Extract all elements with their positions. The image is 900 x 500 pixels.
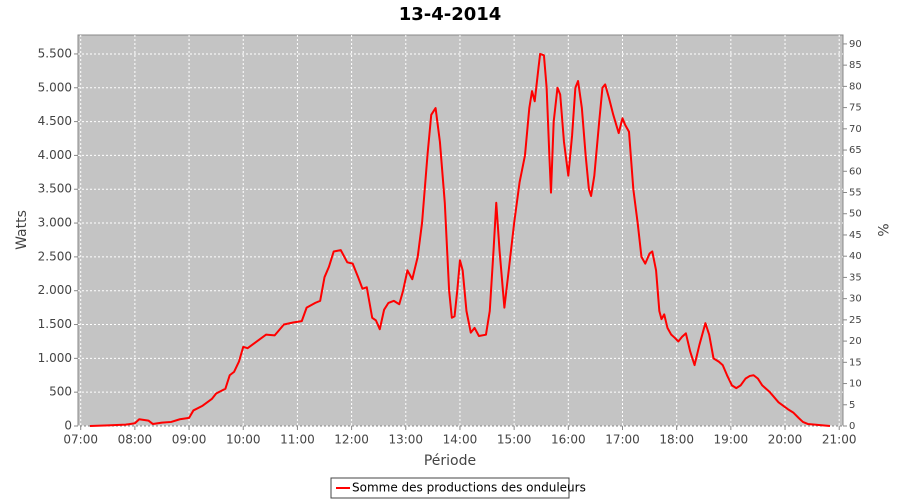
x-tick-label: 10:00	[226, 433, 261, 447]
y2-tick-label: 50	[849, 209, 862, 220]
y-tick-label: 4.000	[38, 148, 72, 162]
x-tick-label: 11:00	[280, 433, 315, 447]
y2-tick-label: 40	[849, 251, 862, 262]
chart-title: 13-4-2014	[399, 4, 502, 25]
y2-tick-label: 0	[849, 421, 855, 432]
x-tick-label: 18:00	[659, 433, 694, 447]
y2-tick-label: 25	[849, 315, 862, 326]
x-tick-label: 09:00	[172, 433, 207, 447]
y2-tick-label: 90	[849, 39, 862, 50]
y-tick-label: 3.000	[38, 216, 72, 230]
y2-tick-label: 80	[849, 81, 862, 92]
x-tick-label: 21:00	[822, 433, 857, 447]
x-tick-label: 19:00	[714, 433, 749, 447]
y-tick-label: 1.000	[38, 351, 72, 365]
x-tick-label: 08:00	[118, 433, 153, 447]
y2-tick-label: 15	[849, 357, 862, 368]
y2-tick-label: 70	[849, 124, 862, 135]
x-tick-label: 07:00	[63, 433, 98, 447]
y2-axis-label: %	[874, 223, 890, 236]
series-line	[89, 52, 831, 427]
y-tick-label: 4.500	[38, 114, 72, 128]
y2-tick-label: 85	[849, 60, 862, 71]
y2-tick-label: 5	[849, 400, 855, 411]
y2-tick-label: 35	[849, 272, 862, 283]
legend-box	[330, 477, 570, 499]
y-tick-label: 2.000	[38, 283, 72, 297]
y-tick-label: 500	[49, 385, 72, 399]
x-tick-label: 14:00	[443, 433, 478, 447]
y2-tick-label: 75	[849, 103, 862, 114]
y2-tick-label: 60	[849, 166, 862, 177]
x-tick-label: 15:00	[497, 433, 532, 447]
y-axis-label: Watts	[14, 210, 30, 250]
y-tick-label: 1.500	[38, 317, 72, 331]
y-tick-label: 0	[64, 419, 72, 433]
y2-tick-label: 45	[849, 230, 862, 241]
x-tick-label: 12:00	[334, 433, 369, 447]
y2-tick-label: 20	[849, 336, 862, 347]
y2-tick-label: 30	[849, 294, 862, 305]
plot-area	[77, 34, 844, 427]
legend-label: Somme des productions des onduleurs	[352, 481, 586, 495]
y-tick-label: 2.500	[38, 249, 72, 263]
y2-tick-label: 10	[849, 379, 862, 390]
y-tick-label: 5.500	[38, 46, 72, 60]
x-tick-label: 13:00	[388, 433, 423, 447]
x-tick-label: 16:00	[551, 433, 586, 447]
x-axis-label: Période	[424, 453, 476, 469]
x-tick-label: 17:00	[605, 433, 640, 447]
y-tick-label: 3.500	[38, 182, 72, 196]
x-tick-label: 20:00	[768, 433, 803, 447]
y2-tick-label: 65	[849, 145, 862, 156]
y2-tick-label: 55	[849, 188, 862, 199]
y-tick-label: 5.000	[38, 80, 72, 94]
